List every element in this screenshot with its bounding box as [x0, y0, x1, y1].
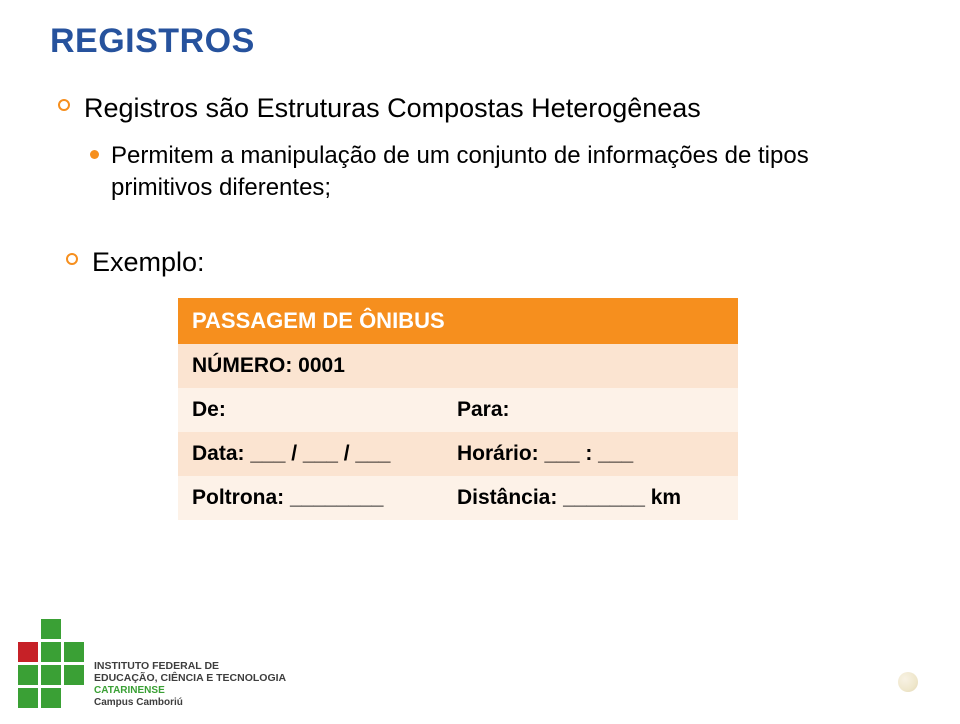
institution-logo: INSTITUTO FEDERAL DE EDUCAÇÃO, CIÊNCIA E…: [18, 619, 286, 708]
table-row: Poltrona: ________ Distância: _______ km: [178, 476, 738, 520]
logo-line1: INSTITUTO FEDERAL DE: [94, 660, 286, 672]
table-row: Data: ___ / ___ / ___ Horário: ___ : ___: [178, 432, 738, 476]
logo-grid-icon: [18, 619, 84, 708]
table-cell: Horário: ___ : ___: [443, 432, 738, 476]
bullet-marker-icon: [58, 99, 70, 111]
example-section: Exemplo: PASSAGEM DE ÔNIBUS NÚMERO: 0001…: [58, 245, 910, 520]
bullet-marker-icon: [90, 150, 99, 159]
logo-line4: Campus Camboriú: [94, 697, 286, 709]
bullet-text: Exemplo:: [92, 245, 205, 280]
table-cell: Para:: [443, 388, 738, 432]
table-cell: De:: [178, 388, 443, 432]
bus-ticket-table: PASSAGEM DE ÔNIBUS NÚMERO: 0001 De: Para…: [178, 298, 738, 520]
table-cell: NÚMERO: 0001: [178, 344, 738, 388]
bullet-text: Registros são Estruturas Compostas Heter…: [84, 91, 701, 126]
table-row: De: Para:: [178, 388, 738, 432]
logo-text: INSTITUTO FEDERAL DE EDUCAÇÃO, CIÊNCIA E…: [94, 660, 286, 708]
logo-line3: CATARINENSE: [94, 685, 286, 697]
table-header-row: PASSAGEM DE ÔNIBUS: [178, 298, 738, 344]
table-cell: Distância: _______ km: [443, 476, 738, 520]
bullet-level2: Permitem a manipulação de um conjunto de…: [90, 140, 910, 205]
logo-line2: EDUCAÇÃO, CIÊNCIA E TECNOLOGIA: [94, 672, 286, 684]
slide-title: REGISTROS: [50, 22, 910, 61]
slide: REGISTROS Registros são Estruturas Compo…: [0, 0, 960, 724]
bullet-marker-icon: [66, 253, 78, 265]
bullet-text: Permitem a manipulação de um conjunto de…: [111, 140, 910, 205]
table-header: PASSAGEM DE ÔNIBUS: [178, 298, 738, 344]
example-table: PASSAGEM DE ÔNIBUS NÚMERO: 0001 De: Para…: [178, 298, 738, 520]
table-cell: Data: ___ / ___ / ___: [178, 432, 443, 476]
bullet-level1: Registros são Estruturas Compostas Heter…: [58, 91, 910, 126]
corner-decoration-icon: [898, 672, 918, 692]
bullet-level1: Exemplo:: [66, 245, 910, 280]
table-cell: Poltrona: ________: [178, 476, 443, 520]
table-row: NÚMERO: 0001: [178, 344, 738, 388]
